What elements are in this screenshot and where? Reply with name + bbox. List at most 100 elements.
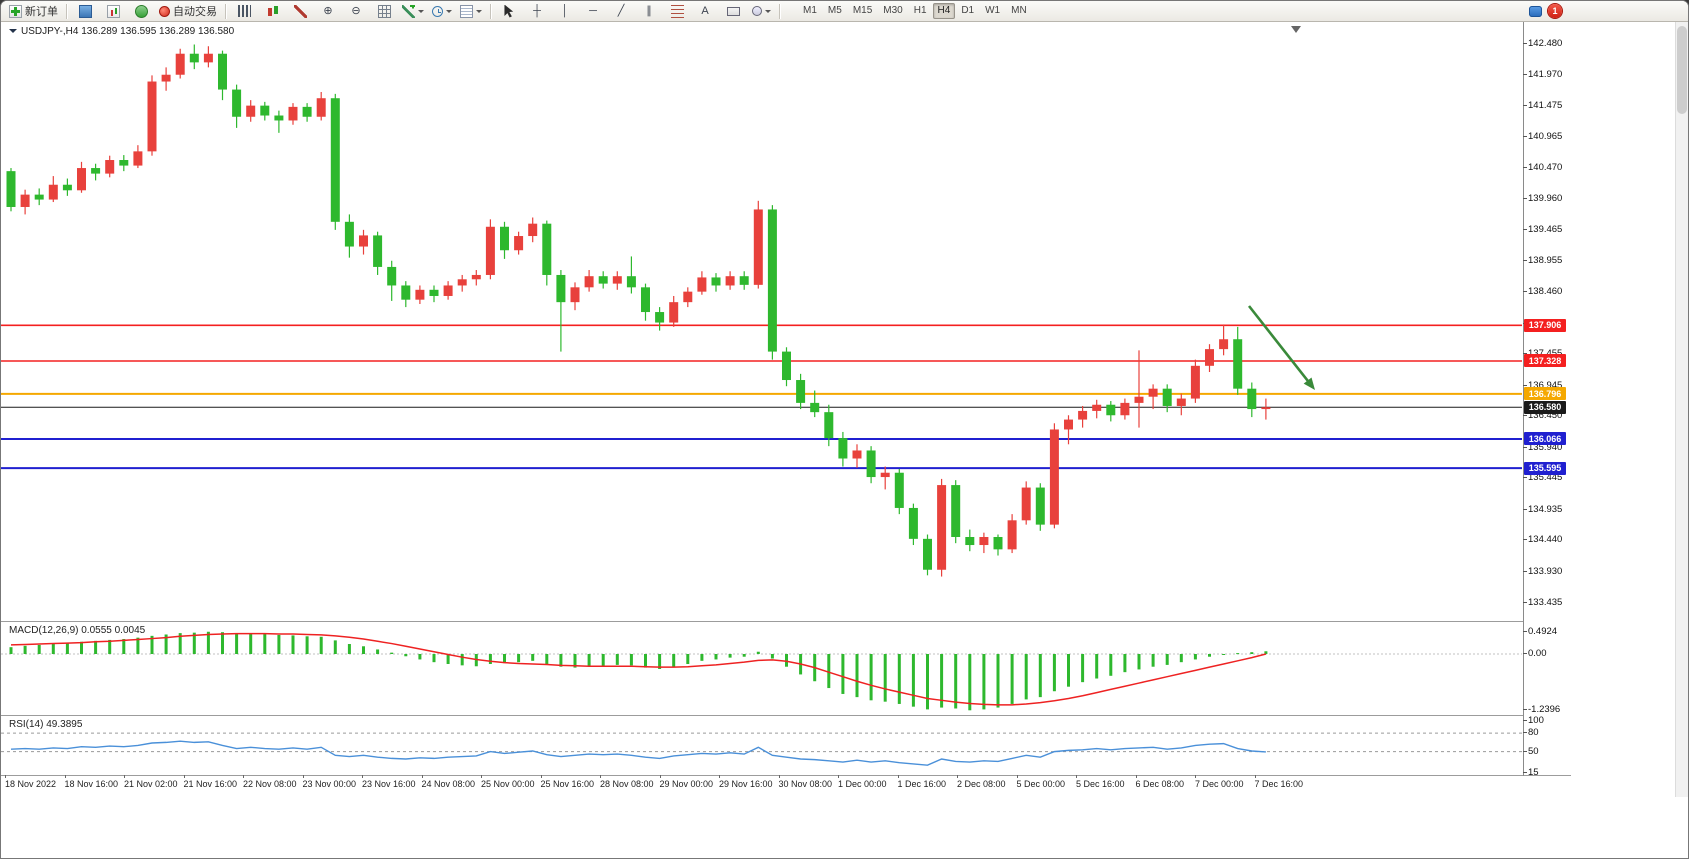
time-axis-tick <box>719 775 720 778</box>
trendline-button[interactable]: ╱ <box>607 1 635 21</box>
toolbar-separator <box>490 3 491 19</box>
candle-body <box>1064 419 1073 430</box>
macd-histogram-bar <box>601 654 605 666</box>
timeframe-button-d1[interactable]: D1 <box>961 5 975 16</box>
trend-arrow-head <box>1303 377 1315 390</box>
timeframe-button-h1[interactable]: H1 <box>913 5 927 16</box>
price-axis-tick <box>1523 136 1527 138</box>
timeframe-button-m30[interactable]: M30 <box>883 5 903 16</box>
time-axis-tick <box>540 775 542 778</box>
autotrade-button[interactable]: 自动交易 <box>155 1 221 21</box>
candle-body <box>175 53 185 75</box>
zoom-out-button[interactable]: ⊖ <box>342 1 370 21</box>
new-order-button[interactable]: 新订单 <box>5 1 62 21</box>
candle-body <box>556 274 566 303</box>
macd-histogram-bar <box>277 634 281 654</box>
periods-button[interactable] <box>428 1 456 21</box>
candle-body <box>852 450 862 459</box>
candle-body <box>1176 398 1186 406</box>
time-axis-label: 5 Dec 16:00 <box>1076 779 1125 789</box>
candle-body <box>232 89 242 117</box>
macd-histogram-bar <box>404 654 408 657</box>
time-axis-label: 6 Dec 08:00 <box>1135 779 1185 789</box>
macd-histogram-bar <box>1010 654 1014 704</box>
candle-body <box>288 106 298 121</box>
candle-body <box>612 276 622 284</box>
macd-histogram-bar <box>940 654 944 708</box>
channel-button[interactable]: ∥ <box>635 1 663 21</box>
candle-body <box>91 168 101 174</box>
time-axis-label: 7 Dec 00:00 <box>1195 779 1244 789</box>
trend-arrow-annotation[interactable] <box>1247 305 1312 385</box>
vertical-scrollbar[interactable] <box>1675 22 1688 797</box>
candle-body <box>570 287 580 303</box>
one-click-trading-toggle-icon[interactable] <box>9 29 17 37</box>
crosshair-button[interactable]: ┼ <box>523 1 551 21</box>
candle-chart-icon <box>265 4 279 18</box>
timeframe-button-m5[interactable]: M5 <box>827 5 842 16</box>
text-button[interactable]: A <box>691 1 719 21</box>
macd-histogram-bar <box>714 654 718 660</box>
candle-body <box>655 312 665 323</box>
time-axis-tick <box>183 775 185 778</box>
news-icon[interactable] <box>1529 5 1542 17</box>
time-axis-tick <box>897 775 899 778</box>
macd-signal-line <box>10 632 1267 706</box>
time-axis-label: 29 Nov 00:00 <box>659 779 714 789</box>
bar-chart-button[interactable] <box>230 1 258 21</box>
price-axis-label: 134.935 <box>1528 503 1563 515</box>
timeframe-button-m1[interactable]: M1 <box>803 5 817 16</box>
timeframe-button-h4[interactable]: H4 <box>932 3 956 19</box>
alert-badge[interactable]: 1 <box>1548 4 1562 18</box>
timeframe-button-mn[interactable]: MN <box>1011 5 1027 16</box>
time-axis[interactable] <box>1 775 1571 797</box>
profiles-button[interactable] <box>127 1 155 21</box>
macd-histogram-bar <box>178 633 182 654</box>
bar-chart-icon <box>237 5 251 17</box>
time-axis-label: 22 Nov 08:00 <box>243 779 297 789</box>
zoom-in-button[interactable]: ⊕ <box>314 1 342 21</box>
macd-histogram-bar <box>136 637 140 654</box>
scrollbar-thumb[interactable] <box>1677 26 1687 114</box>
indicators-button[interactable] <box>398 1 428 21</box>
vertical-line-button[interactable]: │ <box>551 1 579 21</box>
chart-shift-marker-icon[interactable] <box>1291 26 1301 33</box>
macd-histogram-bar <box>418 654 422 660</box>
time-axis-tick <box>778 775 780 778</box>
candle-body <box>1092 404 1102 411</box>
macd-axis-label: 0.00 <box>1528 648 1547 659</box>
candle-body <box>626 276 636 288</box>
timeframe-button-m15[interactable]: M15 <box>852 5 873 16</box>
price-axis-label: 138.955 <box>1528 255 1563 267</box>
candle-chart-button[interactable] <box>258 1 286 21</box>
candle-body <box>753 209 763 285</box>
cursor-icon <box>504 4 514 18</box>
macd-histogram-bar <box>122 639 126 654</box>
price-axis-label: 141.970 <box>1528 69 1563 81</box>
candle-body <box>344 221 354 247</box>
templates-button[interactable] <box>456 1 486 21</box>
cursor-button[interactable] <box>495 1 523 21</box>
macd-histogram-bar <box>263 634 267 654</box>
candle-body <box>1021 487 1031 521</box>
time-axis-label: 25 Nov 16:00 <box>540 779 595 789</box>
macd-histogram-bar <box>249 633 253 654</box>
macd-histogram-bar <box>954 654 958 709</box>
new-chart-icon <box>106 4 120 18</box>
label-button[interactable] <box>719 1 747 21</box>
macd-histogram-bar <box>291 635 295 654</box>
tile-windows-button[interactable] <box>370 1 398 21</box>
fibonacci-button[interactable] <box>663 1 691 21</box>
timeframe-button-w1[interactable]: W1 <box>985 5 1001 16</box>
new-chart-button[interactable] <box>99 1 127 21</box>
terminal-button[interactable] <box>71 1 99 21</box>
line-chart-button[interactable] <box>286 1 314 21</box>
candle-body <box>1205 349 1214 366</box>
candle-body <box>796 380 806 403</box>
macd-histogram-bar <box>728 654 732 658</box>
macd-histogram-bar <box>1264 651 1268 654</box>
horizontal-line-button[interactable]: ─ <box>579 1 607 21</box>
candle-body <box>979 536 989 546</box>
macd-histogram-bar <box>615 654 619 665</box>
shapes-button[interactable] <box>747 1 775 21</box>
